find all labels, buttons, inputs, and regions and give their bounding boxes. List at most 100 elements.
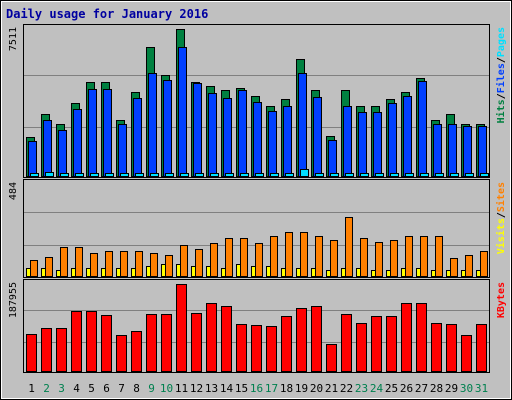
bar-hits_files_pages-pages-day-26	[405, 173, 414, 177]
bar-kbytes-kbytes-day-28	[431, 323, 442, 372]
bar-visits_sites-sites-day-30	[465, 255, 473, 277]
bar-hits_files_pages-pages-day-19	[300, 169, 309, 177]
x-tick-label-day-8: 8	[133, 382, 140, 395]
x-tick-label-day-4: 4	[73, 382, 80, 395]
bar-visits_sites-sites-day-26	[405, 236, 413, 277]
bar-visits_sites-sites-day-18	[285, 232, 293, 277]
x-tick-label-day-24: 24	[370, 382, 384, 395]
bar-visits_sites-sites-day-15	[240, 238, 248, 277]
bar-kbytes-kbytes-day-16	[251, 325, 262, 372]
x-tick-label-day-2: 2	[43, 382, 50, 395]
bar-hits_files_pages-pages-day-29	[450, 173, 459, 177]
bar-hits_files_pages-pages-day-23	[360, 173, 369, 177]
bar-hits_files_pages-files-day-12	[193, 83, 202, 177]
bar-hits_files_pages-pages-day-5	[90, 173, 99, 177]
bar-hits_files_pages-files-day-7	[118, 124, 127, 177]
bar-hits_files_pages-pages-day-28	[435, 173, 444, 177]
x-tick-label-day-14: 14	[220, 382, 234, 395]
bar-visits_sites-sites-day-1	[30, 260, 38, 277]
x-tick-label-day-27: 27	[415, 382, 428, 395]
bar-hits_files_pages-pages-day-2	[45, 172, 54, 177]
x-tick-label-day-12: 12	[190, 382, 203, 395]
x-tick-label-day-11: 11	[175, 382, 188, 395]
bar-hits_files_pages-pages-day-7	[120, 173, 129, 177]
x-tick-label-day-21: 21	[325, 382, 338, 395]
bar-visits_sites-sites-day-21	[330, 240, 338, 277]
bar-hits_files_pages-pages-day-3	[60, 173, 69, 177]
x-tick-label-day-17: 17	[265, 382, 278, 395]
bar-hits_files_pages-pages-day-12	[195, 173, 204, 177]
x-tick-label-day-20: 20	[310, 382, 323, 395]
bar-visits_sites-sites-day-16	[255, 243, 263, 277]
bar-hits_files_pages-pages-day-27	[420, 173, 429, 177]
x-tick-label-day-26: 26	[400, 382, 413, 395]
bar-hits_files_pages-pages-day-21	[330, 173, 339, 177]
bar-visits_sites-sites-day-5	[90, 253, 98, 277]
ymax-label-kbytes: 187955	[8, 282, 19, 318]
bar-kbytes-kbytes-day-13	[206, 303, 217, 372]
x-tick-label-day-6: 6	[103, 382, 110, 395]
ymax-label-hits_files_pages: 7511	[8, 27, 19, 51]
bar-hits_files_pages-files-day-5	[88, 89, 97, 177]
bar-visits_sites-sites-day-19	[300, 232, 308, 277]
legend-entry-kbytes-0: KBytes	[496, 282, 507, 318]
bar-hits_files_pages-pages-day-18	[285, 173, 294, 177]
bar-kbytes-kbytes-day-23	[356, 323, 367, 372]
bar-kbytes-kbytes-day-14	[221, 306, 232, 372]
bar-hits_files_pages-pages-day-25	[390, 173, 399, 177]
bar-hits_files_pages-files-day-31	[478, 126, 487, 177]
x-tick-label-day-19: 19	[295, 382, 308, 395]
bar-hits_files_pages-pages-day-20	[315, 173, 324, 177]
legend-entry-visits_sites-1: /	[496, 212, 507, 218]
bar-visits_sites-sites-day-14	[225, 238, 233, 277]
x-tick-label-day-10: 10	[160, 382, 173, 395]
bar-hits_files_pages-files-day-8	[133, 98, 142, 177]
legend-entry-visits_sites-0: Visits	[495, 218, 507, 254]
bar-kbytes-kbytes-day-8	[131, 331, 142, 372]
bar-hits_files_pages-pages-day-31	[480, 173, 489, 177]
legend-entry-hits_files_pages-4: Pages	[496, 27, 507, 57]
bar-kbytes-kbytes-day-25	[386, 316, 397, 372]
bar-kbytes-kbytes-day-30	[461, 335, 472, 372]
bar-kbytes-kbytes-day-18	[281, 316, 292, 372]
bar-visits_sites-sites-day-24	[375, 242, 383, 277]
x-tick-label-day-25: 25	[385, 382, 398, 395]
bar-hits_files_pages-pages-day-6	[105, 173, 114, 177]
bar-kbytes-kbytes-day-27	[416, 303, 427, 372]
bar-kbytes-kbytes-day-1	[26, 334, 37, 372]
bar-hits_files_pages-files-day-19	[298, 73, 307, 177]
bar-hits_files_pages-files-day-24	[373, 112, 382, 177]
bar-visits_sites-sites-day-11	[180, 245, 188, 277]
x-tick-label-day-30: 30	[460, 382, 473, 395]
bar-kbytes-kbytes-day-3	[56, 328, 67, 372]
x-tick-label-day-16: 16	[250, 382, 263, 395]
bar-hits_files_pages-files-day-15	[238, 90, 247, 177]
bar-hits_files_pages-files-day-29	[448, 124, 457, 177]
bar-hits_files_pages-pages-day-22	[345, 173, 354, 177]
bar-kbytes-kbytes-day-15	[236, 324, 247, 372]
bar-hits_files_pages-files-day-4	[73, 109, 82, 177]
x-tick-label-day-13: 13	[205, 382, 218, 395]
bar-hits_files_pages-pages-day-17	[270, 173, 279, 177]
bar-hits_files_pages-pages-day-9	[150, 173, 159, 177]
bar-kbytes-kbytes-day-9	[146, 314, 157, 372]
x-tick-label-day-9: 9	[148, 382, 155, 395]
bar-kbytes-kbytes-day-22	[341, 314, 352, 372]
bar-hits_files_pages-files-day-22	[343, 106, 352, 177]
x-tick-label-day-23: 23	[355, 382, 368, 395]
bar-hits_files_pages-files-day-17	[268, 111, 277, 177]
bar-kbytes-kbytes-day-21	[326, 344, 337, 372]
bar-visits_sites-sites-day-2	[45, 257, 53, 277]
bar-hits_files_pages-files-day-11	[178, 47, 187, 177]
bar-kbytes-kbytes-day-11	[176, 284, 187, 372]
bar-visits_sites-sites-day-7	[120, 251, 128, 277]
bar-visits_sites-sites-day-13	[210, 243, 218, 277]
bar-visits_sites-sites-day-10	[165, 255, 173, 277]
bar-hits_files_pages-pages-day-8	[135, 173, 144, 177]
legend-hits_files_pages: Hits/Files/Pages	[495, 27, 507, 123]
bar-hits_files_pages-files-day-14	[223, 98, 232, 177]
bar-hits_files_pages-pages-day-15	[240, 173, 249, 177]
bar-hits_files_pages-pages-day-30	[465, 173, 474, 177]
bar-kbytes-kbytes-day-12	[191, 313, 202, 372]
